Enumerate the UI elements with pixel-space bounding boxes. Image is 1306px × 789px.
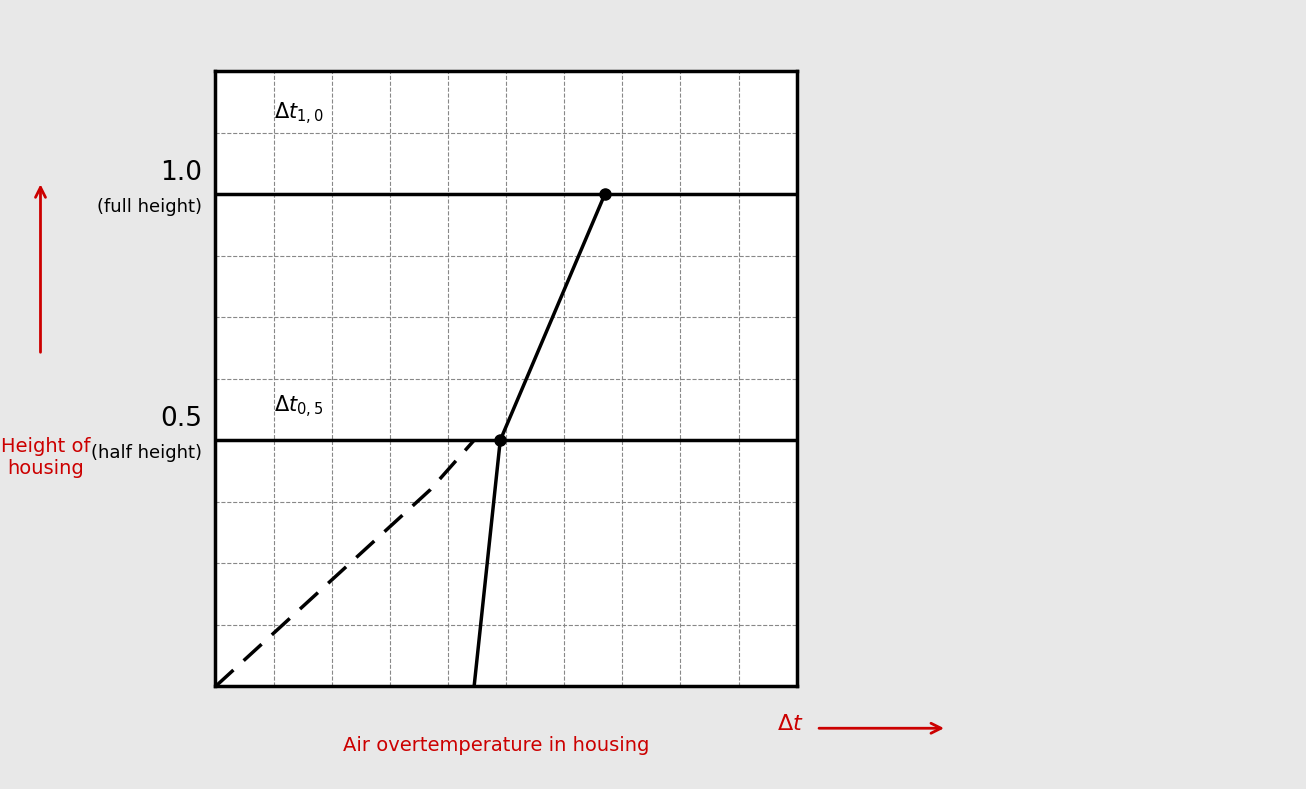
Text: Height of
housing: Height of housing bbox=[1, 437, 90, 478]
Text: $\Delta t_{0,5}$: $\Delta t_{0,5}$ bbox=[274, 393, 323, 420]
Text: $\Delta t$: $\Delta t$ bbox=[777, 714, 803, 735]
Text: (half height): (half height) bbox=[91, 444, 202, 462]
Text: $\Delta t_{1,0}$: $\Delta t_{1,0}$ bbox=[274, 101, 324, 127]
Text: Air overtemperature in housing: Air overtemperature in housing bbox=[343, 736, 649, 755]
Text: 1.0: 1.0 bbox=[161, 160, 202, 186]
Text: (full height): (full height) bbox=[98, 198, 202, 216]
Text: 0.5: 0.5 bbox=[161, 406, 202, 432]
